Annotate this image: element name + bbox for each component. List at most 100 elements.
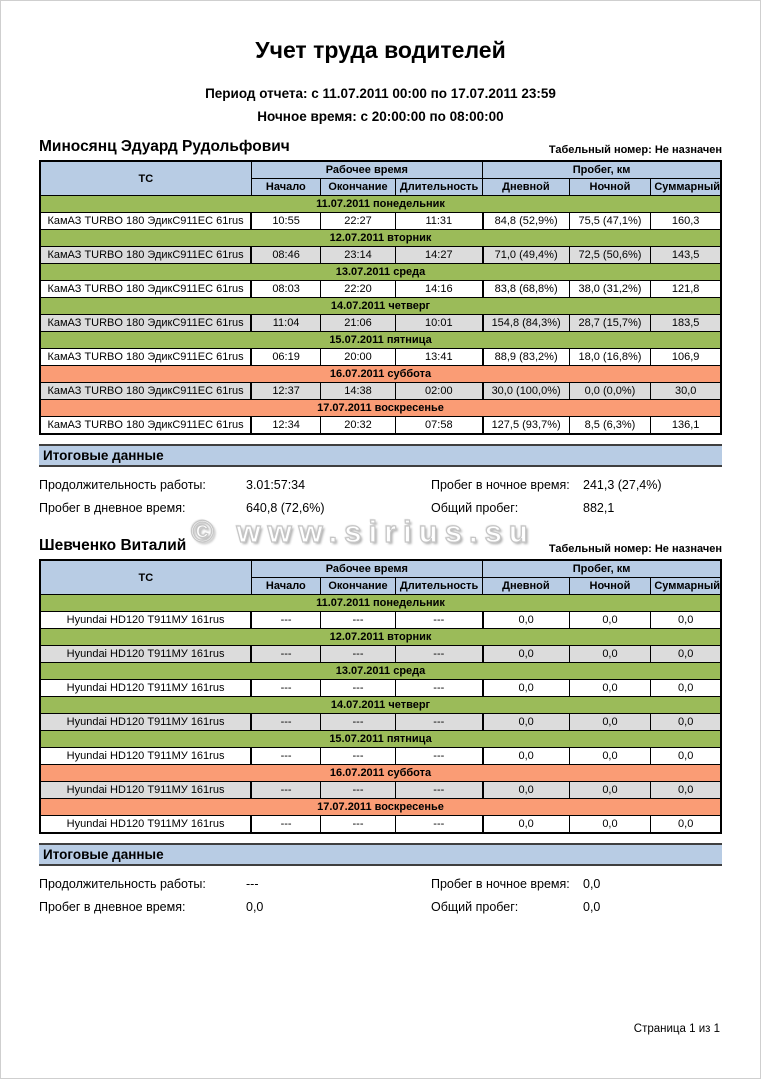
vehicle-cell: Hyundai HD120 Т911МУ 161rus <box>39 645 252 663</box>
duration-cell: 14:16 <box>394 280 484 298</box>
table-row: КамАЗ TURBO 180 ЭдикС911ЕС 61rus 12:37 14:… <box>39 382 722 400</box>
col-header-day: Дневной <box>482 178 570 196</box>
total-mileage-cell: 143,5 <box>650 246 722 264</box>
day-mileage-cell: 84,8 (52,9%) <box>481 212 570 230</box>
date-band-row: 13.07.2011 среда <box>39 662 722 680</box>
start-cell: --- <box>250 815 322 834</box>
driver-worklog-table: ТС Рабочее время Пробег, км Начало Оконч… <box>39 559 722 834</box>
duration-cell: --- <box>394 747 484 765</box>
date-band-row: 17.07.2011 воскресенье <box>39 798 722 816</box>
start-cell: --- <box>250 679 322 697</box>
table-row: Hyundai HD120 Т911МУ 161rus --- --- --- 0,0 0… <box>39 679 722 697</box>
driver-name: Миносянц Эдуард Рудольфович <box>39 138 290 155</box>
day-mileage-cell: 88,9 (83,2%) <box>481 348 570 366</box>
day-mileage-cell: 0,0 <box>481 679 570 697</box>
end-cell: 22:20 <box>320 280 396 298</box>
col-header-vehicle: ТС <box>39 160 252 196</box>
duration-cell: 10:01 <box>394 314 484 332</box>
total-mileage-cell: 160,3 <box>650 212 722 230</box>
date-band-cell: 12.07.2011 вторник <box>39 628 722 646</box>
end-cell: 23:14 <box>320 246 396 264</box>
night-mileage-cell: 28,7 (15,7%) <box>568 314 652 332</box>
total-mileage-cell: 0,0 <box>650 815 722 834</box>
start-cell: 11:04 <box>250 314 322 332</box>
table-row: КамАЗ TURBO 180 ЭдикС911ЕС 61rus 12:34 20:… <box>39 416 722 435</box>
date-band-row: 15.07.2011 пятница <box>39 331 722 349</box>
day-mileage-cell: 0,0 <box>481 815 570 834</box>
summary-label-night-mileage: Пробег в ночное время: <box>431 877 570 891</box>
night-mileage-cell: 0,0 <box>568 645 652 663</box>
vehicle-cell: Hyundai HD120 Т911МУ 161rus <box>39 679 252 697</box>
duration-cell: --- <box>394 679 484 697</box>
date-band-cell: 13.07.2011 среда <box>39 662 722 680</box>
col-header-total: Суммарный <box>650 577 722 595</box>
driver-header: Шевченко Виталий Табельный номер: Не наз… <box>39 537 722 555</box>
vehicle-cell: КамАЗ TURBO 180 ЭдикС911ЕС 61rus <box>39 416 252 435</box>
night-mileage-cell: 0,0 <box>568 815 652 834</box>
night-time-range: Ночное время: с 20:00:00 по 08:00:00 <box>257 109 504 124</box>
summary-value-work-duration: 3.01:57:34 <box>246 478 306 492</box>
day-mileage-cell: 0,0 <box>481 747 570 765</box>
total-mileage-cell: 106,9 <box>650 348 722 366</box>
col-header-duration: Длительность <box>394 577 484 595</box>
total-mileage-cell: 30,0 <box>650 382 722 400</box>
driver-worklog-table: ТС Рабочее время Пробег, км Начало Оконч… <box>39 160 722 435</box>
vehicle-cell: КамАЗ TURBO 180 ЭдикС911ЕС 61rus <box>39 382 252 400</box>
day-mileage-cell: 0,0 <box>481 611 570 629</box>
vehicle-cell: КамАЗ TURBO 180 ЭдикС911ЕС 61rus <box>39 246 252 264</box>
day-mileage-cell: 30,0 (100,0%) <box>481 382 570 400</box>
start-cell: 12:34 <box>250 416 322 435</box>
duration-cell: 13:41 <box>394 348 484 366</box>
end-cell: --- <box>320 611 396 629</box>
end-cell: 20:32 <box>320 416 396 435</box>
summary-value-total-mileage: 882,1 <box>583 501 615 515</box>
night-mileage-cell: 0,0 (0,0%) <box>568 382 652 400</box>
end-cell: --- <box>320 781 396 799</box>
driver-name: Шевченко Виталий <box>39 537 187 554</box>
table-row: Hyundai HD120 Т911МУ 161rus --- --- --- 0,0 0… <box>39 781 722 799</box>
night-mileage-cell: 0,0 <box>568 679 652 697</box>
date-band-cell: 17.07.2011 воскресенье <box>39 399 722 417</box>
total-mileage-cell: 0,0 <box>650 781 722 799</box>
table-row: Hyundai HD120 Т911МУ 161rus --- --- --- 0,0 0… <box>39 645 722 663</box>
day-mileage-cell: 71,0 (49,4%) <box>481 246 570 264</box>
duration-cell: --- <box>394 713 484 731</box>
summary-label-total-mileage: Общий пробег: <box>431 501 519 515</box>
date-band-row: 17.07.2011 воскресенье <box>39 399 722 417</box>
end-cell: 20:00 <box>320 348 396 366</box>
vehicle-cell: КамАЗ TURBO 180 ЭдикС911ЕС 61rus <box>39 348 252 366</box>
date-band-cell: 12.07.2011 вторник <box>39 229 722 247</box>
total-mileage-cell: 121,8 <box>650 280 722 298</box>
end-cell: 21:06 <box>320 314 396 332</box>
table-row: КамАЗ TURBO 180 ЭдикС911ЕС 61rus 06:19 20:… <box>39 348 722 366</box>
col-header-start: Начало <box>250 577 322 595</box>
day-mileage-cell: 127,5 (93,7%) <box>481 416 570 435</box>
date-band-cell: 16.07.2011 суббота <box>39 365 722 383</box>
start-cell: 08:03 <box>250 280 322 298</box>
table-row: Hyundai HD120 Т911МУ 161rus --- --- --- 0,0 0… <box>39 713 722 731</box>
col-header-start: Начало <box>250 178 322 196</box>
summary-value-night-mileage: 241,3 (27,4%) <box>583 478 662 492</box>
night-mileage-cell: 0,0 <box>568 611 652 629</box>
duration-cell: 07:58 <box>394 416 484 435</box>
end-cell: --- <box>320 747 396 765</box>
day-mileage-cell: 83,8 (68,8%) <box>481 280 570 298</box>
start-cell: 12:37 <box>250 382 322 400</box>
date-band-row: 11.07.2011 понедельник <box>39 594 722 612</box>
summary-label-day-mileage: Пробег в дневное время: <box>39 900 186 914</box>
summary-grid: Продолжительность работы: --- Пробег в н… <box>39 877 722 914</box>
vehicle-cell: Hyundai HD120 Т911МУ 161rus <box>39 747 252 765</box>
date-band-row: 11.07.2011 понедельник <box>39 195 722 213</box>
col-header-day: Дневной <box>482 577 570 595</box>
col-header-vehicle: ТС <box>39 559 252 595</box>
date-band-row: 15.07.2011 пятница <box>39 730 722 748</box>
night-mileage-cell: 8,5 (6,3%) <box>568 416 652 435</box>
night-mileage-cell: 18,0 (16,8%) <box>568 348 652 366</box>
date-band-cell: 11.07.2011 понедельник <box>39 594 722 612</box>
day-mileage-cell: 0,0 <box>481 781 570 799</box>
day-mileage-cell: 0,0 <box>481 645 570 663</box>
start-cell: --- <box>250 713 322 731</box>
watermark: © www.sirius.su <box>190 513 535 549</box>
page-title: Учет труда водителей <box>255 37 506 63</box>
